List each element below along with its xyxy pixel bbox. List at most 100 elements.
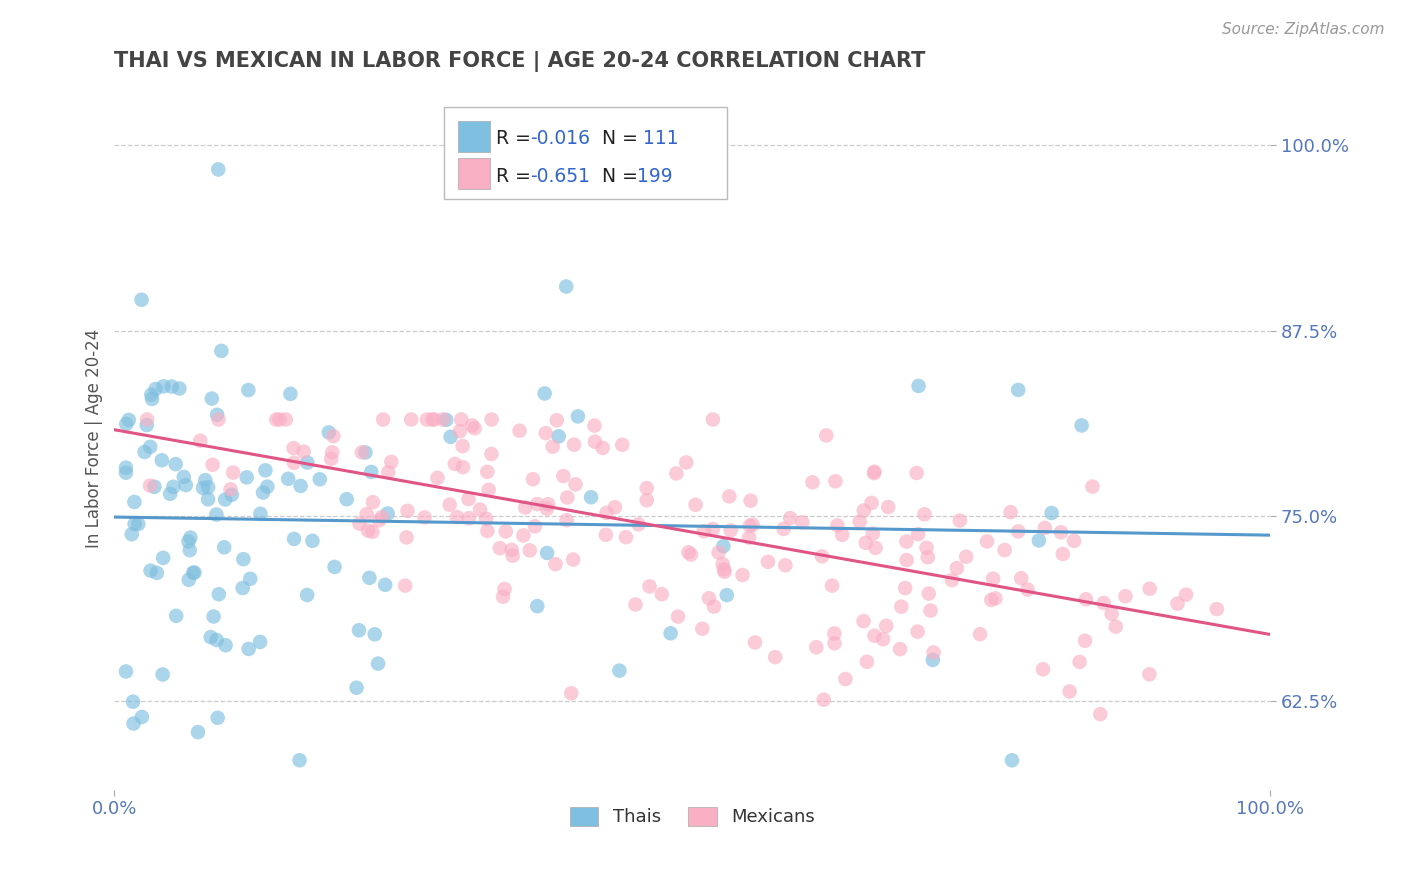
Point <box>665 467 688 481</box>
Point <box>865 541 887 555</box>
Point <box>368 513 391 527</box>
Point <box>546 413 568 427</box>
Point <box>1007 383 1029 397</box>
Point <box>336 492 359 507</box>
Point <box>205 408 228 422</box>
Point <box>152 379 174 393</box>
Point <box>922 646 945 660</box>
Point <box>740 493 762 508</box>
Point <box>439 498 461 512</box>
Point <box>595 528 617 542</box>
Point <box>489 541 512 556</box>
Point <box>174 478 197 492</box>
Point <box>165 608 187 623</box>
Point <box>124 495 146 509</box>
Point <box>212 541 235 555</box>
Point <box>1074 633 1097 648</box>
Point <box>115 460 138 475</box>
Point <box>249 507 271 521</box>
Point <box>981 572 1004 586</box>
Point <box>860 496 883 510</box>
Point <box>1205 602 1227 616</box>
Point <box>533 386 555 401</box>
Point <box>413 510 436 524</box>
Point <box>711 557 734 571</box>
Point <box>831 528 853 542</box>
Point <box>492 590 515 604</box>
Point <box>356 507 378 521</box>
Point <box>894 581 917 595</box>
Point <box>666 609 689 624</box>
Point <box>145 382 167 396</box>
Point <box>544 558 567 572</box>
Point <box>702 522 724 536</box>
Point <box>863 465 886 479</box>
Point <box>377 465 399 479</box>
Point <box>1033 521 1056 535</box>
Point <box>1007 524 1029 539</box>
Point <box>349 516 371 531</box>
Point <box>718 490 741 504</box>
Point <box>976 534 998 549</box>
Point <box>423 412 446 426</box>
Point <box>396 504 419 518</box>
Point <box>481 447 503 461</box>
Point <box>321 445 343 459</box>
Point <box>914 508 936 522</box>
Point <box>612 438 634 452</box>
Point <box>179 531 201 545</box>
Point <box>146 566 169 580</box>
Point <box>920 603 942 617</box>
Point <box>877 500 900 515</box>
Point <box>824 636 846 650</box>
Point <box>848 515 870 529</box>
Point <box>139 478 162 492</box>
Point <box>875 619 897 633</box>
Point <box>1010 571 1032 585</box>
Point <box>692 622 714 636</box>
Point <box>863 629 886 643</box>
Point <box>205 632 228 647</box>
Text: 199: 199 <box>637 167 672 186</box>
Point <box>792 516 814 530</box>
Point <box>165 457 187 471</box>
Text: R =: R = <box>496 167 537 186</box>
Point <box>150 453 173 467</box>
Point <box>308 472 330 486</box>
Point <box>169 382 191 396</box>
Text: 111: 111 <box>637 129 679 148</box>
Point <box>603 500 626 515</box>
Point <box>323 560 346 574</box>
Point <box>274 412 297 426</box>
Point <box>214 638 236 652</box>
Point <box>280 387 302 401</box>
Point <box>256 480 278 494</box>
Point <box>917 550 939 565</box>
Point <box>1063 533 1085 548</box>
Point <box>567 409 589 424</box>
Point <box>502 549 524 563</box>
Point <box>115 417 138 431</box>
Point <box>446 510 468 524</box>
Point <box>249 635 271 649</box>
Point <box>659 626 682 640</box>
Point <box>806 640 828 655</box>
Point <box>432 412 454 426</box>
Point <box>713 562 735 576</box>
Point <box>208 587 231 601</box>
Point <box>444 457 467 471</box>
Point <box>371 510 394 524</box>
Point <box>115 665 138 679</box>
Point <box>1092 596 1115 610</box>
Point <box>290 479 312 493</box>
Point <box>1101 607 1123 621</box>
Point <box>921 653 943 667</box>
Point <box>890 599 912 614</box>
Point <box>269 412 291 426</box>
Point <box>219 483 242 497</box>
Point <box>813 692 835 706</box>
Point <box>177 534 200 549</box>
Point <box>450 412 472 426</box>
Point <box>526 599 548 614</box>
Point <box>367 657 389 671</box>
